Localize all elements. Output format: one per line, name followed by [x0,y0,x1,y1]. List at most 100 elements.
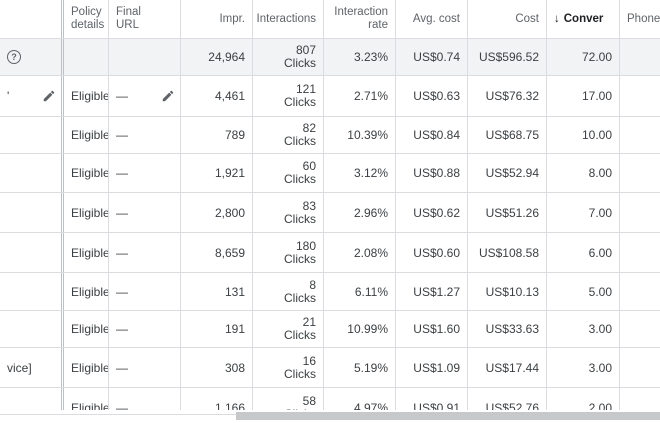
row-avg-cost: US$0.60 [395,233,467,272]
row-conversions: 3.00 [546,348,619,387]
header-cost[interactable]: Cost [467,0,546,38]
header-name-col[interactable] [0,0,62,38]
row-name-fragment: vice] [0,348,62,387]
table-row[interactable]: Eligible —1,921 60 Clicks 3.12% US$0.88 US$52.… [0,154,660,193]
table-row[interactable]: Eligible —789 82 Clicks 10.39% US$0.84 US$68.7… [0,117,660,154]
row-conversions: 2.00 [546,388,619,410]
row-interactions-unit: Clicks [284,290,316,305]
row-interactions-value: 83 [302,198,316,213]
header-policy-details[interactable]: Policy details [61,0,108,38]
row-name-fragment [0,311,62,347]
header-interactions[interactable]: Interactions [252,0,323,38]
row-interactions-value: 21 [302,315,316,329]
row-avg-cost: US$1.09 [395,348,467,387]
table-row[interactable]: vice] Eligible —308 16 Clicks 5.19% US$1.09 US$… [0,348,660,388]
row-interactions: 58Clicks [252,388,323,410]
row-interactions-unit: Clicks [284,251,316,266]
row-policy-details: Eligible [61,193,110,232]
total-name-cell: ? [0,39,62,75]
total-phone [619,39,660,75]
row-policy-status: Eligible [71,284,110,299]
row-policy-status: Eligible [71,166,110,180]
row-interactions-unit: Clicks [284,366,316,381]
total-final-url-cell [108,39,180,75]
row-policy-status: Eligible [71,245,110,260]
row-policy-details: Eligible [61,388,110,411]
row-final-url: — [108,193,180,232]
row-interactions: 121 Clicks [252,76,323,116]
row-interactions: 8 Clicks [252,273,323,310]
table-row[interactable]: Eligible —8,659 180 Clicks 2.08% US$0.60 US$10… [0,233,660,273]
header-interaction-rate[interactable]: Interaction rate [323,0,395,38]
row-interactions: 21 Clicks [252,311,323,347]
table-row[interactable]: ' Eligible —4,461 121 Clicks 2.71% US$0.63 US$7… [0,76,660,117]
row-policy-details: Eligible [61,233,110,272]
row-cost: US$51.26 [467,193,546,232]
row-final-url-value: — [116,360,128,375]
total-row: ? 24,964 807 Clicks 3.23% US$0.74 US$596… [0,39,660,76]
horizontal-scrollbar[interactable] [0,410,660,423]
row-policy-status: Eligible [71,400,110,411]
row-interactions: 180 Clicks [252,233,323,272]
row-conversions: 3.00 [546,311,619,347]
row-cost: US$108.58 [467,233,546,272]
header-impr[interactable]: Impr. [180,0,252,38]
help-circle-icon[interactable]: ? [7,50,21,64]
table-row[interactable]: Eligible —2,800 83 Clicks 2.96% US$0.62 US$51.… [0,193,660,233]
header-policy-details-label: Policy details [71,6,105,31]
row-phone [619,233,660,272]
total-avg-cost: US$0.74 [395,39,467,75]
row-conversions: 7.00 [546,193,619,232]
row-final-url-value: — [116,205,128,220]
header-impr-label: Impr. [219,12,245,25]
row-cost: US$17.44 [467,348,546,387]
header-final-url-label: Final URL [116,6,141,31]
header-final-url[interactable]: Final URL [108,0,180,38]
header-avg-cost[interactable]: Avg. cost [395,0,467,38]
table-row[interactable]: Eligible—1,16658Clicks4.97%US$0.91US$52.… [0,388,660,410]
table-row[interactable]: Eligible —191 21 Clicks 10.99% US$1.60 US$33.6… [0,311,660,348]
row-final-url: — [108,273,180,310]
row-policy-details: Eligible [61,76,110,116]
pencil-icon[interactable] [161,89,175,103]
row-policy-status: Eligible [71,205,110,220]
scrollbar-thumb[interactable] [236,412,660,420]
row-name-fragment [0,233,62,272]
row-interaction-rate: 4.97% [323,388,395,410]
row-avg-cost: US$1.60 [395,311,467,347]
pencil-icon[interactable] [42,89,56,103]
row-impr: 4,461 [180,76,252,116]
row-phone [619,117,660,153]
row-policy-status: Eligible [71,89,110,103]
row-cost: US$52.94 [467,154,546,192]
table-row[interactable]: Eligible —131 8 Clicks 6.11% US$1.27 US$10.13 5… [0,273,660,311]
row-interaction-rate: 2.08% [323,233,395,272]
row-policy-details: Eligible [61,154,110,192]
row-cost: US$33.63 [467,311,546,347]
row-impr: 191 [180,311,252,347]
header-phone[interactable]: Phone [619,0,660,38]
row-conversions: 17.00 [546,76,619,116]
row-phone [619,154,660,192]
row-interactions-value: 16 [302,353,316,368]
header-conversions[interactable]: ↓ Conver [546,0,619,38]
row-name-text: vice] [7,360,32,375]
arrow-down-icon: ↓ [554,12,560,25]
row-interactions: 82 Clicks [252,117,323,153]
row-cost: US$68.75 [467,117,546,153]
row-interaction-rate: 10.99% [323,311,395,347]
row-final-url-value: — [116,166,128,180]
row-avg-cost: US$0.62 [395,193,467,232]
row-interactions-unit: Clicks [284,211,316,226]
row-policy-status: Eligible [71,360,110,375]
row-impr: 789 [180,117,252,153]
total-interactions-unit: Clicks [284,56,316,70]
row-final-url-value: — [116,245,128,260]
row-interaction-rate: 2.96% [323,193,395,232]
row-avg-cost: US$0.63 [395,76,467,116]
row-interaction-rate: 5.19% [323,348,395,387]
header-avg-cost-label: Avg. cost [412,12,460,25]
row-interactions-value: 180 [295,238,316,253]
total-conversions: 72.00 [546,39,619,75]
row-avg-cost: US$0.84 [395,117,467,153]
